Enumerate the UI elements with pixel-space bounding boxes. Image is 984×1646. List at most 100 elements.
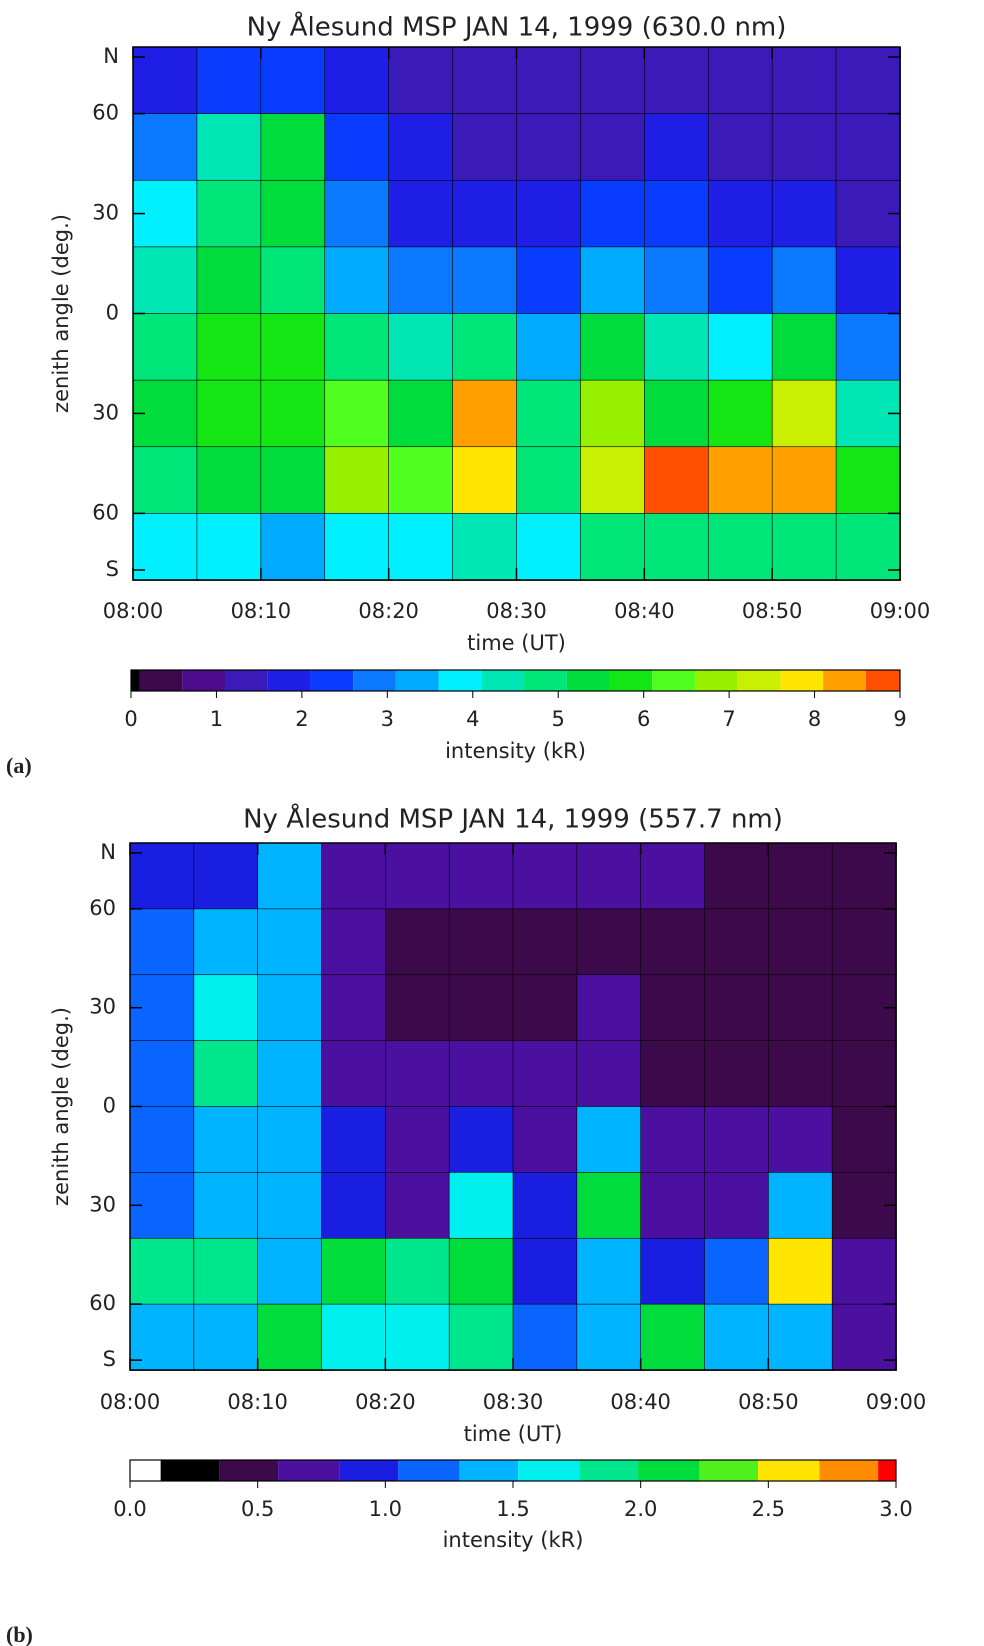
heat-cell: [324, 379, 390, 448]
heat-cell: [452, 246, 518, 315]
x-tick-label: 08:10: [227, 1390, 288, 1414]
heat-cell: [193, 1237, 259, 1305]
heat-cell: [385, 1106, 450, 1174]
heat-cell: [831, 1040, 897, 1108]
heat-cell: [196, 246, 262, 315]
colorbar-segment: [131, 670, 140, 691]
heat-cell: [448, 1237, 514, 1305]
colorbar-tick-label: 7: [722, 707, 735, 731]
heat-cell: [321, 1040, 387, 1108]
heat-cell: [448, 842, 514, 910]
heat-cell: [257, 1106, 323, 1174]
heat-cell: [385, 908, 450, 976]
x-tick-label: 08:40: [614, 599, 675, 623]
heat-cell: [193, 1040, 259, 1108]
colorbar-segment: [278, 1460, 340, 1481]
heat-cell: [771, 513, 837, 581]
heat-cell: [129, 842, 195, 910]
colorbar-tick-label: 2: [295, 707, 308, 731]
heat-cell: [576, 1303, 642, 1371]
heat-cell: [321, 1106, 387, 1174]
colorbar-segment: [566, 670, 610, 691]
heat-cell: [448, 1172, 514, 1240]
heat-cell: [321, 1237, 387, 1305]
colorbar-segment: [758, 1460, 820, 1481]
heat-cell: [835, 446, 901, 515]
heat-cell: [835, 313, 901, 381]
colorbar-tick-label: 3: [381, 707, 394, 731]
colorbar-label: intensity (kR): [445, 739, 586, 763]
heat-cell: [257, 1040, 323, 1108]
heat-cell: [831, 1106, 897, 1174]
colorbar-segment: [878, 1460, 896, 1481]
colorbar-segment: [579, 1460, 639, 1481]
colorbar-segment: [737, 670, 781, 691]
x-tick-label: 08:40: [610, 1390, 671, 1414]
heat-cell: [452, 46, 518, 115]
heat-cell: [193, 974, 259, 1042]
heat-cell: [576, 1106, 642, 1174]
heat-cell: [576, 974, 642, 1042]
heat-cell: [771, 179, 837, 248]
heat-cell: [580, 313, 646, 381]
colorbar-segment: [518, 1460, 580, 1481]
heat-cell: [257, 908, 323, 976]
colorbar-segment: [638, 1460, 700, 1481]
heat-cell: [132, 46, 198, 115]
heat-cell: [704, 1172, 770, 1240]
colorbar-tick-label: 3.0: [879, 1497, 912, 1521]
heat-cell: [516, 379, 582, 448]
heat-cell: [644, 446, 710, 515]
colorbar-segment: [353, 670, 396, 691]
heat-cell: [768, 842, 833, 910]
heat-cell: [707, 46, 773, 115]
heat-cell: [704, 1106, 770, 1174]
heat-cell: [831, 908, 897, 976]
heat-cell: [771, 446, 837, 515]
x-tick-label: 08:50: [742, 599, 803, 623]
heat-cell: [771, 313, 837, 381]
x-axis-label: time (UT): [464, 1422, 563, 1446]
colorbar-segment: [823, 670, 866, 691]
y-axis-label: zenith angle (deg.): [49, 1007, 73, 1206]
heat-cell: [640, 842, 706, 910]
heat-cell: [580, 179, 646, 248]
heat-cell: [321, 842, 387, 910]
heat-cell: [388, 179, 454, 248]
heat-cell: [580, 513, 646, 581]
heat-cell: [704, 974, 770, 1042]
heat-cell: [196, 379, 262, 448]
heat-cell: [707, 379, 773, 448]
heat-cell: [707, 246, 773, 315]
heat-cell: [512, 1040, 578, 1108]
heat-cell: [452, 179, 518, 248]
heat-cell: [771, 379, 837, 448]
heat-cell: [324, 46, 390, 115]
chart-title: Ny Ålesund MSP JAN 14, 1999 (557.7 nm): [243, 803, 783, 835]
heat-cell: [257, 842, 323, 910]
heat-cell: [260, 46, 326, 115]
heat-cell: [576, 908, 642, 976]
heat-cell: [580, 379, 646, 448]
y-tick-label: S: [106, 557, 119, 581]
heat-cell: [132, 313, 198, 381]
colorbar-segment: [699, 1460, 759, 1481]
heat-cell: [516, 113, 582, 182]
heat-cell: [704, 1237, 770, 1305]
heat-cell: [385, 1040, 450, 1108]
heat-cell: [260, 113, 326, 182]
heat-cell: [771, 113, 837, 182]
colorbar-segment: [819, 1460, 879, 1481]
heat-cell: [452, 113, 518, 182]
heat-cell: [193, 1172, 259, 1240]
heat-cell: [512, 1106, 578, 1174]
heat-cell: [644, 313, 710, 381]
heat-cell: [196, 513, 262, 581]
heat-cell: [260, 513, 326, 581]
colorbar-tick-label: 2.5: [752, 1497, 785, 1521]
colorbar-tick-label: 1: [210, 707, 223, 731]
heat-cell: [388, 113, 454, 182]
heat-cell: [129, 908, 195, 976]
x-tick-label: 08:00: [100, 1390, 161, 1414]
heat-cell: [193, 908, 259, 976]
